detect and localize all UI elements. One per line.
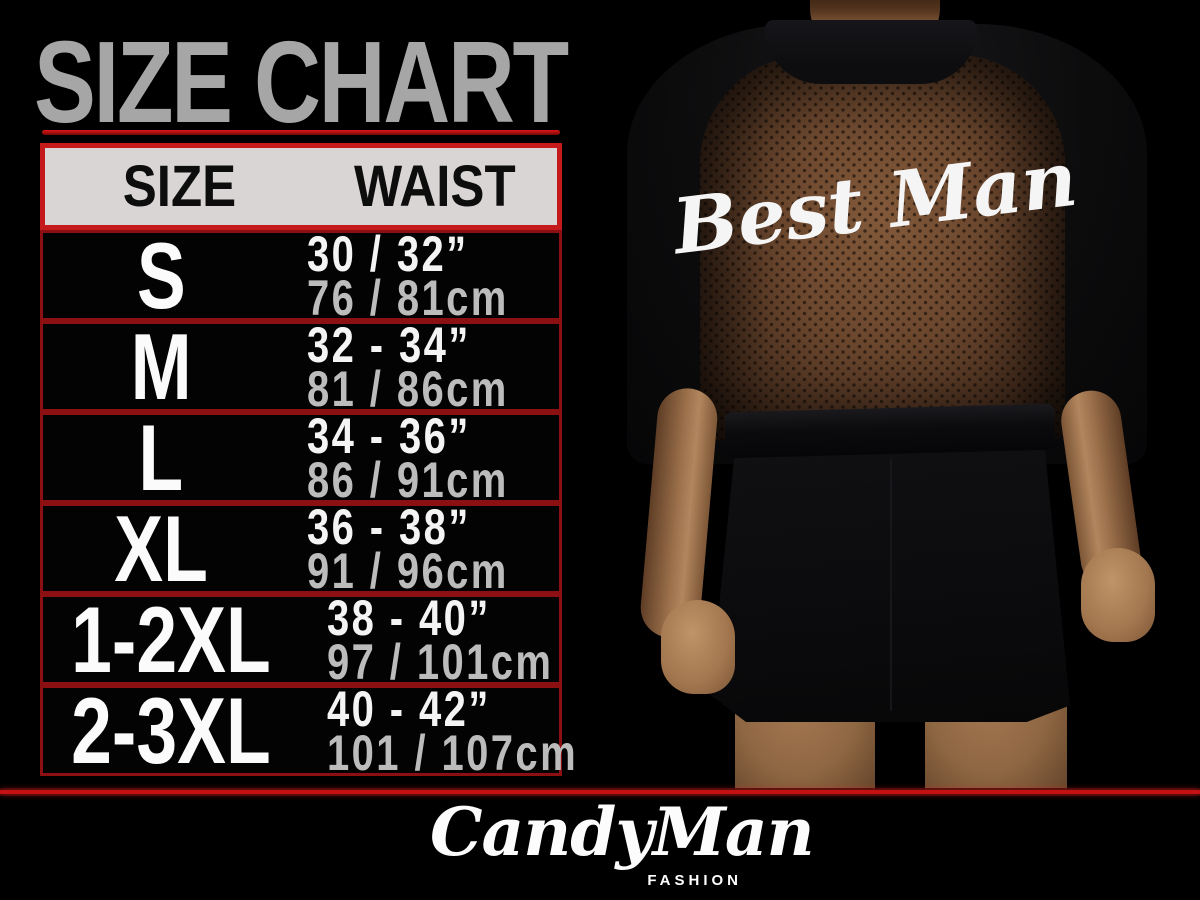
size-label: L [138, 404, 184, 510]
row-m: M 32 - 34” 81 / 86cm [40, 314, 562, 419]
waist-inches: 32 - 34” [306, 316, 471, 373]
waist-inches: 30 / 32” [306, 225, 469, 282]
waist-inches: 40 - 42” [326, 680, 491, 737]
size-label: 1-2XL [71, 586, 271, 692]
robe-skirt [710, 448, 1070, 722]
size-label: M [130, 313, 192, 419]
header-size: SIZE [45, 148, 313, 225]
footer-divider-rule [0, 790, 1200, 794]
left-hand [661, 600, 735, 694]
waist-cm: 81 / 86cm [306, 360, 509, 417]
table-header-row: SIZE WAIST [40, 143, 562, 230]
right-hand [1081, 548, 1155, 642]
product-photo: Best Man [575, 0, 1200, 791]
row-2-3xl: 2-3XL 40 - 42” 101 / 107cm [40, 678, 576, 783]
waist-inches: 34 - 36” [306, 407, 471, 464]
row-s: S 30 / 32” 76 / 81cm [40, 223, 562, 328]
row-1-2xl: 1-2XL 38 - 40” 97 / 101cm [40, 587, 562, 692]
size-chart-table: SIZE WAIST S 30 / 32” 76 / 81cm M 32 - 3… [40, 143, 576, 783]
waist-inches: 38 - 40” [326, 589, 491, 646]
waist-cm: 97 / 101cm [326, 633, 554, 690]
header-waist-label: WAIST [354, 154, 516, 219]
header-waist: WAIST [313, 148, 557, 225]
size-label: 2-3XL [71, 677, 271, 783]
row-l: L 34 - 36” 86 / 91cm [40, 405, 562, 510]
waist-cm: 101 / 107cm [326, 724, 579, 781]
brand-tagline: FASHION [647, 872, 742, 889]
size-label: XL [114, 495, 208, 601]
waist-cm: 76 / 81cm [306, 269, 509, 326]
skirt-seam [890, 458, 892, 712]
title-underline-rule [42, 130, 560, 135]
header-size-label: SIZE [122, 154, 236, 219]
size-label: S [136, 222, 186, 328]
waist-inches: 36 - 38” [306, 498, 471, 555]
robe-collar [765, 20, 977, 84]
mesh-back-panel [700, 55, 1065, 440]
waist-sash [724, 403, 1056, 459]
page-title: SIZE CHART [34, 17, 569, 147]
waist-cm: 91 / 96cm [306, 542, 509, 599]
row-xl: XL 36 - 38” 91 / 96cm [40, 496, 562, 601]
waist-cm: 86 / 91cm [306, 451, 509, 508]
brand-logo: CandyMan FASHION [430, 793, 815, 893]
brand-name: CandyMan [430, 793, 815, 871]
